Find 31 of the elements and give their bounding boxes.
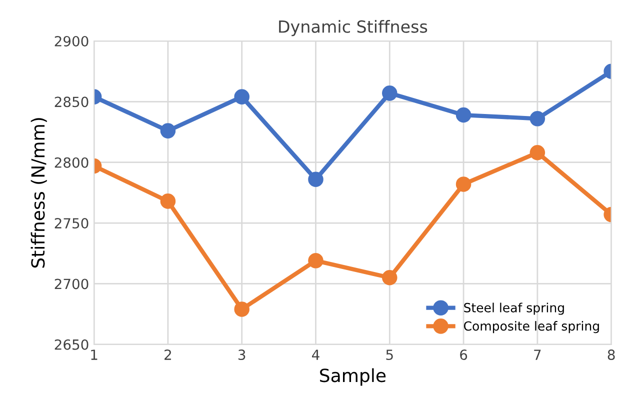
point	[456, 176, 472, 192]
point	[382, 86, 398, 101]
x-tick-label: 3	[238, 350, 246, 360]
x-axis-title: Sample	[320, 368, 386, 386]
point	[530, 145, 546, 160]
point	[160, 123, 176, 138]
y-tick-label: 2750	[54, 218, 88, 229]
x-tick-label: 2	[164, 350, 171, 360]
point	[234, 302, 250, 317]
legend-label: Composite leaf spring	[464, 321, 599, 334]
y-tick-label: 2650	[54, 339, 88, 350]
y-tick-label: 2800	[54, 157, 88, 168]
x-tick-label: 4	[312, 350, 320, 360]
point	[160, 194, 176, 209]
point	[382, 270, 398, 286]
x-tick-label: 5	[386, 350, 393, 360]
x-tick-label: 6	[460, 350, 468, 360]
x-tick-label: 7	[534, 350, 541, 360]
x-tick-label: 1	[91, 350, 98, 360]
x-tick-label: 8	[608, 350, 615, 360]
point	[234, 89, 250, 104]
y-axis-title: Stiffness (N/mm)	[30, 118, 47, 268]
legend-label: Steel leaf spring	[464, 302, 564, 315]
y-tick-label: 2900	[54, 36, 88, 46]
chart-title: Dynamic Stiffness	[279, 20, 428, 36]
y-tick-label: 2850	[54, 96, 88, 108]
y-tick-label: 2700	[54, 278, 88, 290]
point	[308, 172, 324, 187]
point	[530, 111, 546, 126]
point	[456, 107, 472, 123]
point	[308, 253, 324, 268]
